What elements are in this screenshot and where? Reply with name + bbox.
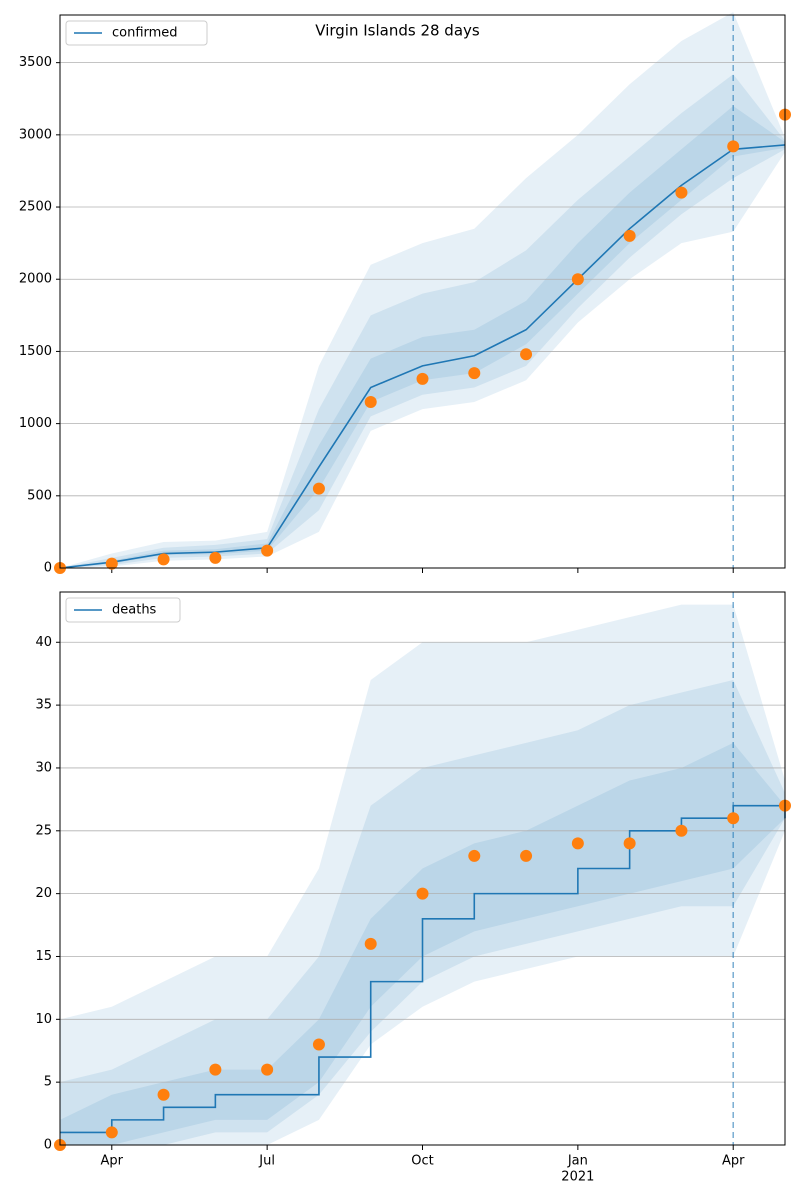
series-line (59, 144, 786, 569)
observed-point (261, 1063, 274, 1076)
y-tick-label: 20 (35, 886, 52, 901)
legend-label: confirmed (112, 26, 178, 41)
legend-label: deaths (112, 603, 157, 618)
y-tick-label: 2500 (19, 200, 52, 215)
y-tick-label: 10 (35, 1012, 52, 1027)
uncertainty-band (60, 12, 785, 569)
chart-title: Virgin Islands 28 days (315, 22, 480, 40)
y-tick-label: 1000 (19, 416, 52, 431)
observed-point (209, 551, 222, 564)
observed-point (157, 1088, 170, 1101)
observed-point (675, 824, 688, 837)
observed-point (571, 837, 584, 850)
uncertainty-band (60, 679, 785, 1145)
observed-point (727, 812, 740, 825)
observed-point (105, 557, 118, 570)
observed-point (520, 348, 533, 361)
legend-box (65, 20, 208, 46)
observed-point (364, 395, 377, 408)
observed-point (364, 937, 377, 950)
y-tick-label: 0 (44, 1138, 52, 1153)
axes-frame (59, 14, 786, 569)
y-tick-label: 500 (27, 488, 52, 503)
x-tick-label: Apr (101, 1154, 124, 1169)
legend-box (65, 597, 181, 623)
observed-point (261, 544, 274, 557)
y-tick-label: 25 (35, 823, 52, 838)
observed-point (675, 186, 688, 199)
observed-point (416, 372, 429, 385)
observed-point (157, 553, 170, 566)
x-tick-sublabel: 2021 (561, 1170, 594, 1185)
y-tick-label: 3500 (19, 55, 52, 70)
x-tick-label: Oct (411, 1154, 433, 1169)
observed-point (727, 140, 740, 153)
series-line (60, 804, 786, 1134)
observed-point (623, 837, 636, 850)
uncertainty-band (60, 604, 785, 1145)
observed-point (468, 367, 481, 380)
observed-point (105, 1126, 118, 1139)
x-tick-label: Apr (722, 1154, 745, 1169)
legend: deaths (65, 597, 181, 623)
observed-point (520, 849, 533, 862)
observed-point (312, 1038, 325, 1051)
observed-point (209, 1063, 222, 1076)
observed-point (623, 229, 636, 242)
y-tick-label: 30 (35, 760, 52, 775)
legend: confirmed (65, 20, 208, 46)
y-tick-label: 2000 (19, 272, 52, 287)
y-tick-label: 0 (44, 561, 52, 576)
observed-point (468, 849, 481, 862)
y-tick-label: 15 (35, 949, 52, 964)
x-tick-label: Jul (258, 1154, 275, 1169)
uncertainty-band (60, 74, 785, 569)
x-tick-label: Jan (567, 1154, 588, 1169)
y-tick-label: 1500 (19, 344, 52, 359)
y-tick-label: 35 (35, 698, 52, 713)
observed-point (416, 887, 429, 900)
uncertainty-band (60, 105, 785, 569)
y-tick-label: 40 (35, 635, 52, 650)
y-tick-label: 5 (44, 1075, 52, 1090)
y-tick-label: 3000 (19, 127, 52, 142)
observed-point (312, 482, 325, 495)
axes-frame (59, 591, 786, 1146)
observed-point (571, 273, 584, 286)
